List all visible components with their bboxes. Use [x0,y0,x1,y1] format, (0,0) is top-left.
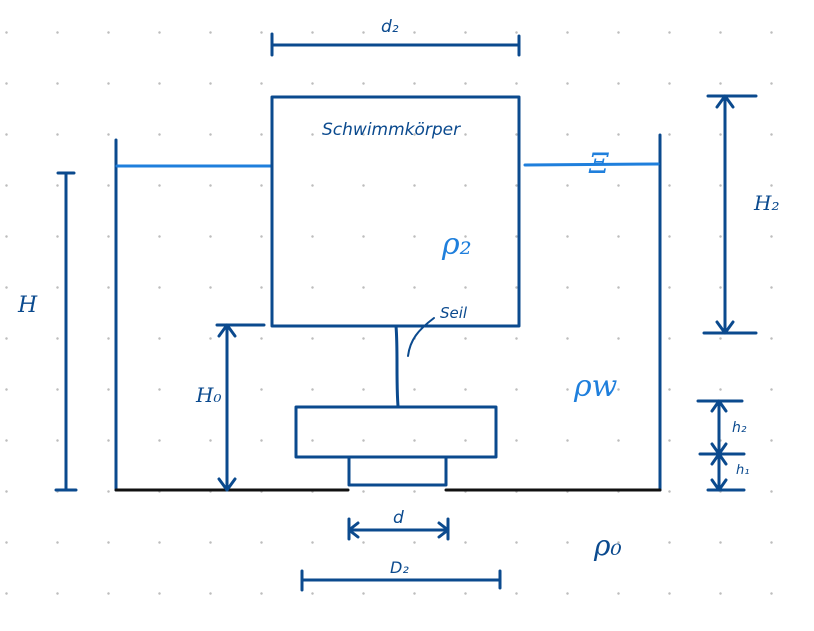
float-width-dimension [270,32,521,57]
plug-width-dimension [300,569,502,592]
plug-stem [347,455,448,487]
rope-leader [407,317,435,357]
float-height-label: H₂ [753,191,779,215]
rope-height-label: H₀ [195,383,221,407]
float-height-dimension [702,94,758,335]
tank [114,133,662,492]
plug-height-dimension [696,399,746,492]
tank-height-dimension [54,171,78,492]
hole-diameter-dimension [347,517,450,541]
plug-body [294,405,498,459]
plug-height-upper-label: h₂ [732,420,747,436]
water-level-symbol: Ξ [588,147,609,180]
plug-width-label: D₂ [390,558,409,577]
rope [394,324,400,408]
ambient-density-label: ρ₀ [593,529,622,562]
plug-height-lower-label: h₁ [736,463,749,478]
float-body-label: Schwimmkörper [322,120,461,140]
water-density-label: ρw [573,369,618,404]
float-width-label: d₂ [381,17,399,37]
hole-diameter-label: d [393,508,404,528]
rope-label: Seil [440,304,468,322]
float-density-label: ρ₂ [441,227,472,262]
water-surface-right [523,162,660,167]
tank-height-label: H [17,293,38,318]
rope-height-dimension [215,323,266,492]
